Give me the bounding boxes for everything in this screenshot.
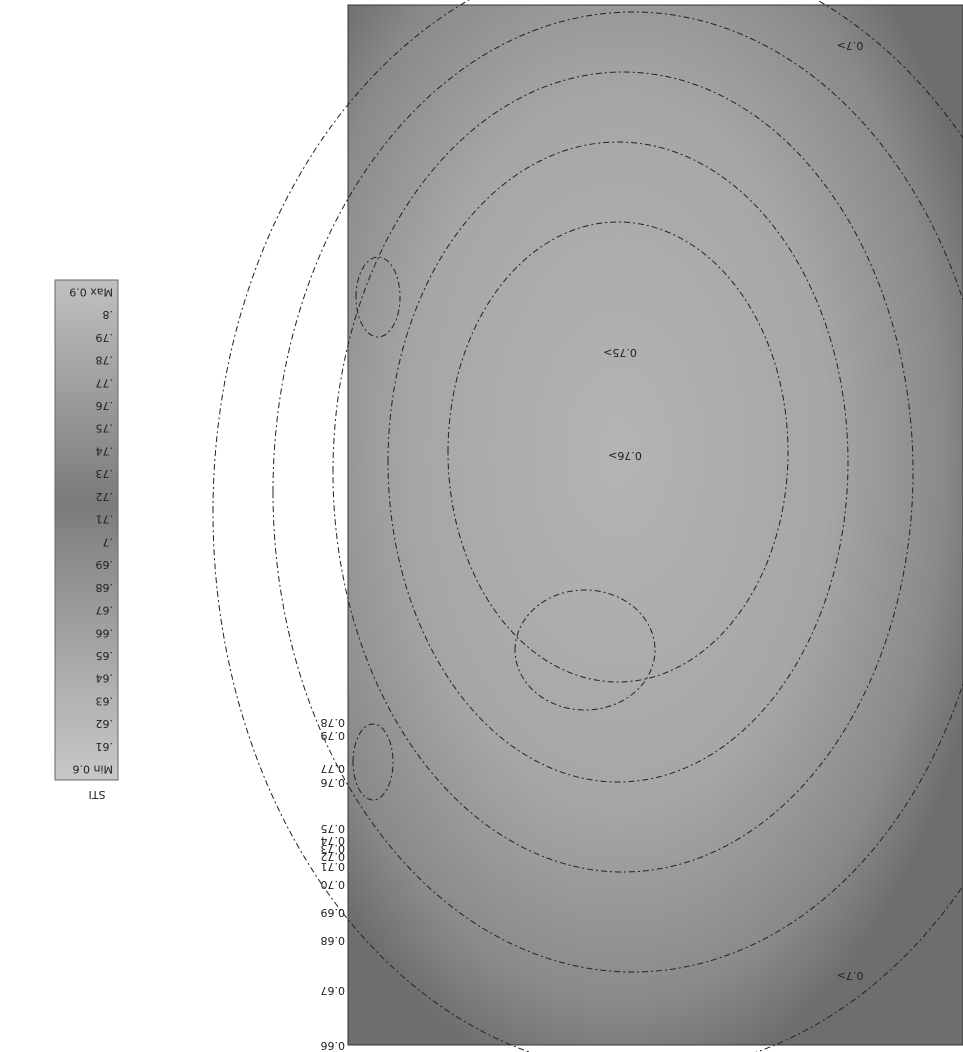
- legend-label: .8: [103, 308, 114, 321]
- legend-label: .73: [96, 467, 114, 480]
- legend-label: .69: [96, 558, 114, 571]
- axis-label: 0.75: [321, 822, 346, 835]
- legend-label: .62: [96, 717, 114, 730]
- legend-label: .63: [96, 694, 114, 707]
- legend-label: .7: [103, 535, 114, 548]
- legend-bar: [54, 279, 119, 781]
- contour-label: 0.76>: [608, 449, 642, 462]
- legend-label: .68: [96, 581, 114, 594]
- axis-label: 0.67: [321, 984, 346, 997]
- legend-label: .65: [96, 649, 114, 662]
- legend-label: .75: [96, 422, 114, 435]
- legend-label: .79: [96, 331, 114, 344]
- axis-label: 0.72: [321, 850, 346, 863]
- plot-area: [347, 4, 963, 1046]
- legend-label: Min 0.6: [72, 763, 113, 776]
- legend-label: .67: [96, 604, 114, 617]
- contour-label: 0.75>: [603, 346, 637, 359]
- legend-title: STI: [89, 788, 106, 801]
- axis-label: 0.68: [321, 934, 346, 947]
- contour-label: 0.7>: [837, 39, 864, 52]
- legend-label: .61: [96, 740, 114, 753]
- contour-label: 0.7>: [837, 969, 864, 982]
- legend-label: .74: [96, 444, 114, 457]
- axis-label: 0.69: [321, 906, 346, 919]
- legend-label: .72: [96, 490, 114, 503]
- axis-label: 0.77: [321, 762, 346, 775]
- contours: [212, 0, 963, 1052]
- axis-label: 0.78: [321, 716, 346, 729]
- axis-label: 0.76: [321, 776, 346, 789]
- axis-label: 0.66: [321, 1039, 346, 1052]
- axis-label: 0.79: [321, 729, 346, 742]
- axis-label: 0.73: [321, 842, 346, 855]
- legend-label: Max 0.9: [69, 285, 113, 298]
- legend-label: .64: [96, 672, 114, 685]
- legend-label: .76: [96, 399, 114, 412]
- axis-label: 0.70: [321, 878, 346, 891]
- legend-label: .71: [96, 513, 114, 526]
- legend-label: .77: [96, 376, 114, 389]
- axis-label: 0.74: [321, 834, 346, 847]
- legend-label: .78: [96, 354, 114, 367]
- axis-label: 0.71: [321, 860, 346, 873]
- legend-label: .66: [96, 626, 114, 639]
